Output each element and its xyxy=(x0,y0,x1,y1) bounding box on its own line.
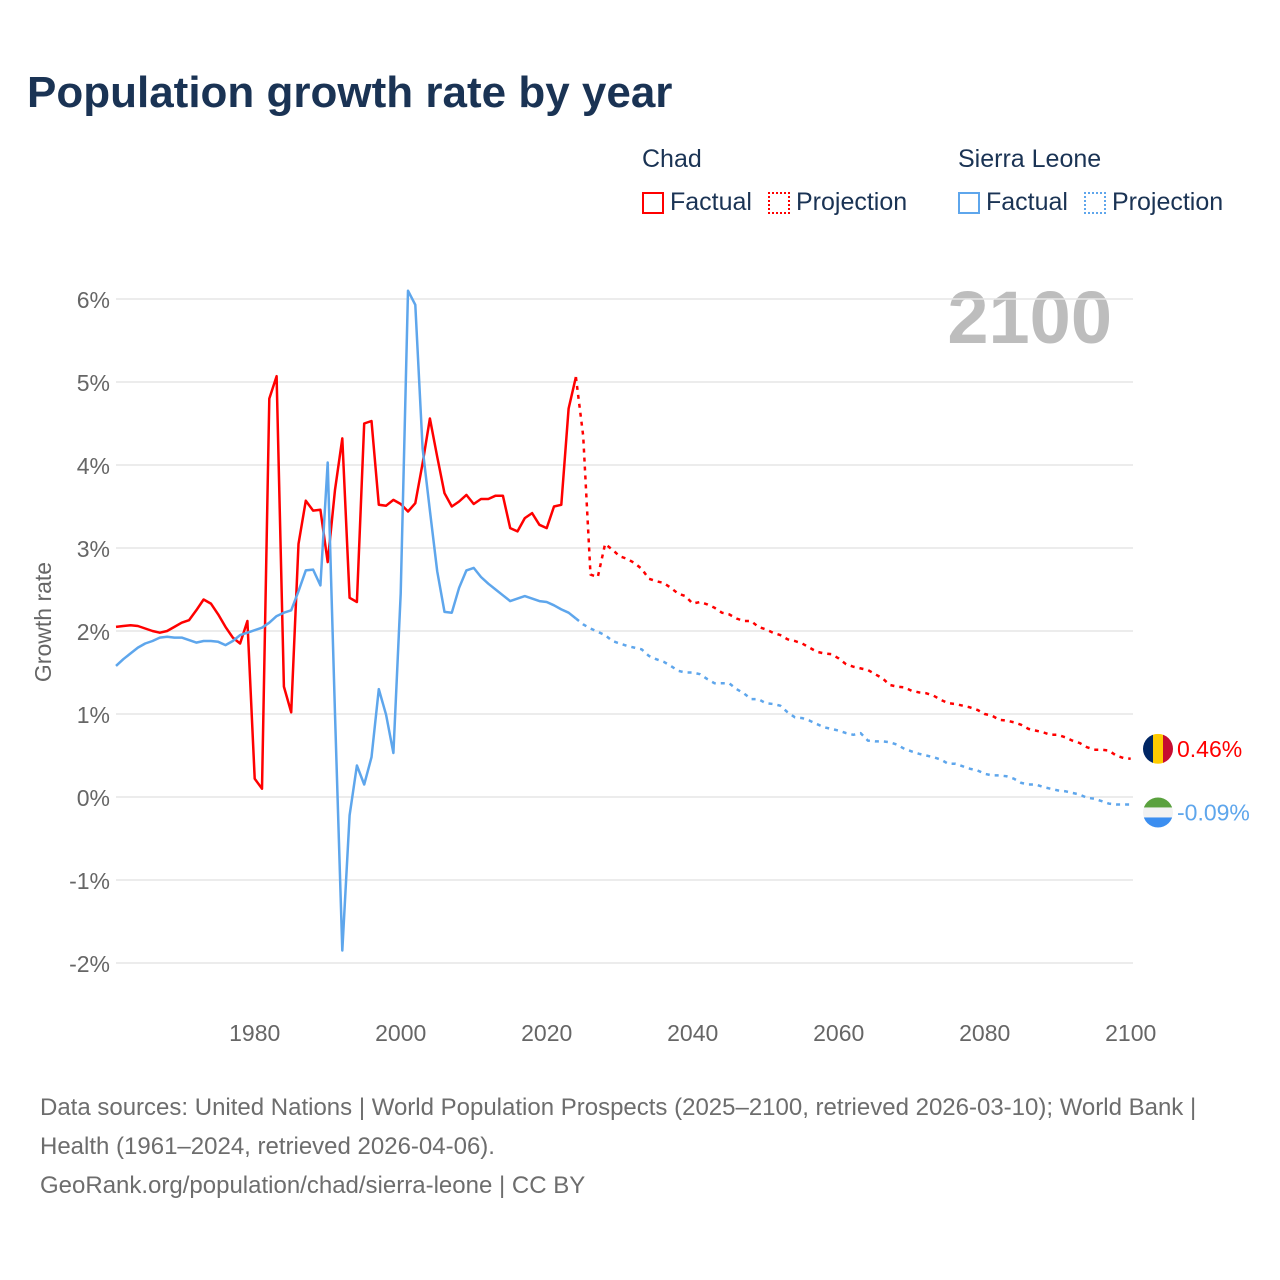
y-tick-label: 0% xyxy=(77,785,110,811)
x-tick-label: 1980 xyxy=(229,1020,280,1046)
end-value-label: -0.09% xyxy=(1177,799,1250,825)
series-line-chad-factual xyxy=(115,374,578,790)
end-value-label: 0.46% xyxy=(1177,736,1242,762)
y-tick-label: 1% xyxy=(77,702,110,728)
solid-swatch-icon xyxy=(958,191,980,214)
legend-sl-projection[interactable]: Projection xyxy=(1083,188,1224,217)
legend-chad: Chad Factual Projection xyxy=(642,145,907,217)
legend-chad-factual[interactable]: Factual xyxy=(642,188,752,217)
y-tick-label: 3% xyxy=(77,536,110,562)
solid-swatch-icon xyxy=(642,191,664,214)
legend-country-label: Sierra Leone xyxy=(958,145,1102,173)
x-tick-label: 2040 xyxy=(667,1020,718,1046)
x-tick-label: 2060 xyxy=(813,1020,864,1046)
series-line-sierra-leone-projection xyxy=(575,617,1131,806)
legend-country-label: Chad xyxy=(642,145,702,173)
x-tick-label: 2000 xyxy=(375,1020,426,1046)
y-tick-label: 5% xyxy=(77,370,110,396)
chart-title: Population growth rate by year xyxy=(27,68,673,117)
legend-sl-factual[interactable]: Factual xyxy=(958,188,1068,217)
x-tick-label: 2100 xyxy=(1105,1020,1156,1046)
legend-label: Projection xyxy=(1111,188,1224,216)
legend-chad-projection[interactable]: Projection xyxy=(767,188,908,217)
y-axis-label: Growth rate xyxy=(30,562,56,682)
legend-label: Factual xyxy=(986,188,1068,216)
legend-sierra-leone: Sierra Leone Factual Projection xyxy=(958,145,1223,217)
legend-label: Factual xyxy=(670,188,752,216)
chad-flag-icon xyxy=(1143,733,1173,764)
y-tick-label: 2% xyxy=(77,619,110,645)
y-tick-label: -2% xyxy=(69,951,110,977)
series-line-sierra-leone-factual xyxy=(115,289,577,952)
x-tick-label: 2080 xyxy=(959,1020,1010,1046)
dotted-swatch-icon xyxy=(767,191,790,214)
source-note: Data sources: United Nations | World Pop… xyxy=(40,1088,1240,1205)
source-link[interactable]: GeoRank.org/population/chad/sierra-leone… xyxy=(40,1172,586,1199)
source-text: Data sources: United Nations | World Pop… xyxy=(40,1094,1197,1160)
y-tick-label: 4% xyxy=(77,453,110,479)
y-tick-label: -1% xyxy=(69,868,110,894)
current-year-label: 2100 xyxy=(947,276,1112,359)
dotted-swatch-icon xyxy=(1083,191,1106,214)
y-tick-label: 6% xyxy=(77,287,110,313)
sierra-leone-flag-icon xyxy=(1143,797,1173,828)
legend-label: Projection xyxy=(795,188,908,216)
x-tick-label: 2020 xyxy=(521,1020,572,1046)
series-line-chad-projection xyxy=(574,376,1131,761)
